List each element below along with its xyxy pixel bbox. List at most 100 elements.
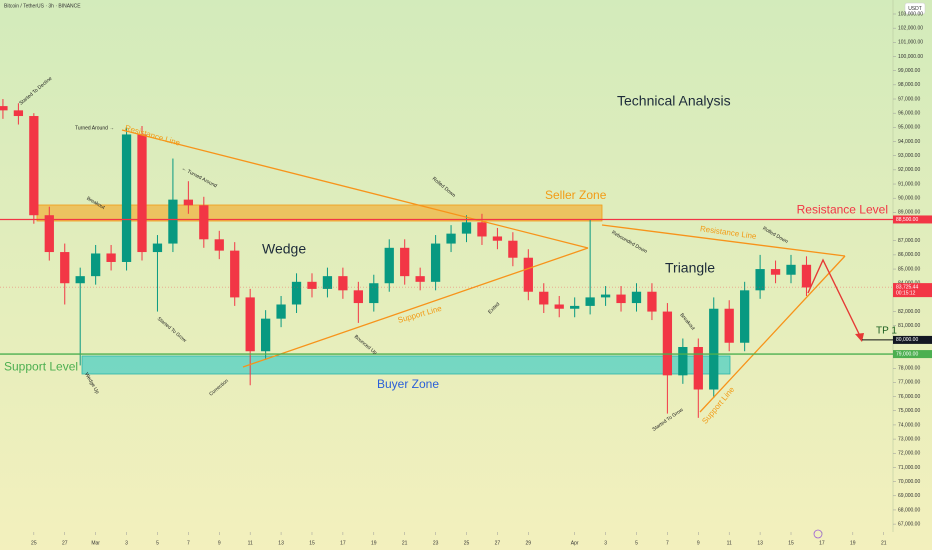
x-tick-label: 21 [402, 540, 408, 546]
currency: USDT [908, 6, 922, 12]
candle-body [430, 243, 441, 282]
level-name: Support Level [4, 359, 78, 373]
chart-title: Technical Analysis [617, 93, 731, 109]
candle-body [400, 247, 410, 277]
x-tick-label: Apr [571, 540, 579, 546]
annotation: Seller Zone [545, 188, 607, 202]
level-label-box [893, 350, 932, 359]
target-name: TP 1 [876, 326, 897, 337]
y-tick-label: 73,000.00 [898, 436, 920, 442]
triangle-support [699, 255, 846, 413]
y-tick-label: 93,000.00 [898, 153, 920, 159]
y-tick-label: 68,000.00 [898, 507, 920, 513]
x-tick-label: 19 [850, 540, 856, 546]
x-tick-label: 27 [495, 540, 501, 546]
candle-body [214, 239, 224, 251]
y-tick-label: 100,000.00 [898, 54, 923, 60]
candle-body [60, 252, 70, 284]
level-label: 79,000.00 [896, 351, 918, 357]
candle-body [369, 283, 379, 304]
seller-zone [36, 204, 603, 222]
currency-box [904, 2, 926, 15]
countdown: 00:15:12 [896, 290, 916, 296]
candle-body [801, 264, 812, 288]
x-tick-label: 3 [604, 540, 607, 546]
annotation: Turned Around → [75, 125, 114, 131]
candle-body [662, 311, 673, 376]
candle-body [0, 106, 8, 111]
y-tick-label: 75,000.00 [898, 408, 920, 414]
x-tick-label: 15 [788, 540, 794, 546]
level-label-box [893, 215, 932, 224]
x-tick-label: 9 [697, 540, 700, 546]
candle-body [245, 297, 255, 352]
y-tick-label: 94,000.00 [898, 139, 920, 145]
candle-body [600, 294, 611, 298]
candle-body [384, 247, 394, 284]
candle-body [29, 116, 39, 216]
candle-body [183, 199, 194, 206]
candle-body [539, 291, 549, 305]
y-tick-label: 67,000.00 [898, 521, 920, 527]
candle-body [523, 257, 533, 292]
candle-body [647, 291, 657, 312]
target-label-box [893, 335, 932, 344]
x-tick-label: 17 [340, 540, 346, 546]
y-tick-label: 89,000.00 [898, 210, 920, 216]
candle-body [338, 276, 348, 291]
candle-body [492, 236, 503, 241]
y-tick-label: 103,000.00 [898, 11, 923, 17]
y-tick-label: 101,000.00 [898, 40, 923, 46]
candle-body [477, 222, 487, 237]
x-tick-label: 5 [156, 540, 159, 546]
x-tick-label: 17 [819, 540, 825, 546]
last-price-label: 83,725.44 [896, 284, 918, 290]
wedge-resistance [121, 129, 589, 249]
x-tick-label: 13 [278, 540, 284, 546]
y-tick-label: 87,000.00 [898, 238, 920, 244]
candle-body [322, 276, 333, 289]
target-label: 80,000.00 [896, 337, 918, 343]
y-tick-label: 91,000.00 [898, 181, 920, 187]
candle-body [693, 346, 703, 390]
candle-body [415, 276, 425, 282]
y-tick-label: 77,000.00 [898, 380, 920, 386]
y-tick-label: 71,000.00 [898, 465, 920, 471]
y-tick-label: 86,000.00 [898, 252, 920, 258]
candle-body [276, 304, 286, 319]
annotation: Buyer Zone [377, 377, 439, 391]
projection-arrow [855, 333, 864, 342]
x-tick-label: 19 [371, 540, 377, 546]
candle-body [724, 308, 734, 343]
candle-body [446, 233, 456, 244]
candle-body [168, 199, 178, 244]
candle-body [786, 264, 796, 275]
x-tick-label: 25 [31, 540, 37, 546]
trend-lines [121, 129, 864, 539]
x-tick-label: 13 [757, 540, 763, 546]
y-tick-label: 102,000.00 [898, 25, 923, 31]
y-tick-label: 70,000.00 [898, 479, 920, 485]
annotation: Wedge [262, 241, 306, 257]
candle-body [770, 269, 781, 275]
candle-body [508, 240, 518, 258]
x-tick-label: 9 [218, 540, 221, 546]
x-tick-label: 25 [464, 540, 470, 546]
candle-body [678, 346, 688, 376]
zones [36, 204, 731, 375]
x-tick-label: Mar [91, 540, 100, 546]
candle-body [709, 308, 719, 390]
last-price-box [893, 283, 932, 298]
x-tick-label: 23 [433, 540, 439, 546]
y-tick-label: 69,000.00 [898, 493, 920, 499]
x-tick-label: 11 [248, 540, 253, 546]
candle-body [461, 222, 472, 234]
y-tick-label: 99,000.00 [898, 68, 920, 74]
candle-body [137, 134, 147, 253]
level-name: Resistance Level [797, 203, 888, 217]
candle-body [291, 281, 302, 305]
candle-body [13, 110, 24, 117]
level-label: 88,500.00 [896, 217, 918, 223]
candle-body [199, 205, 209, 240]
